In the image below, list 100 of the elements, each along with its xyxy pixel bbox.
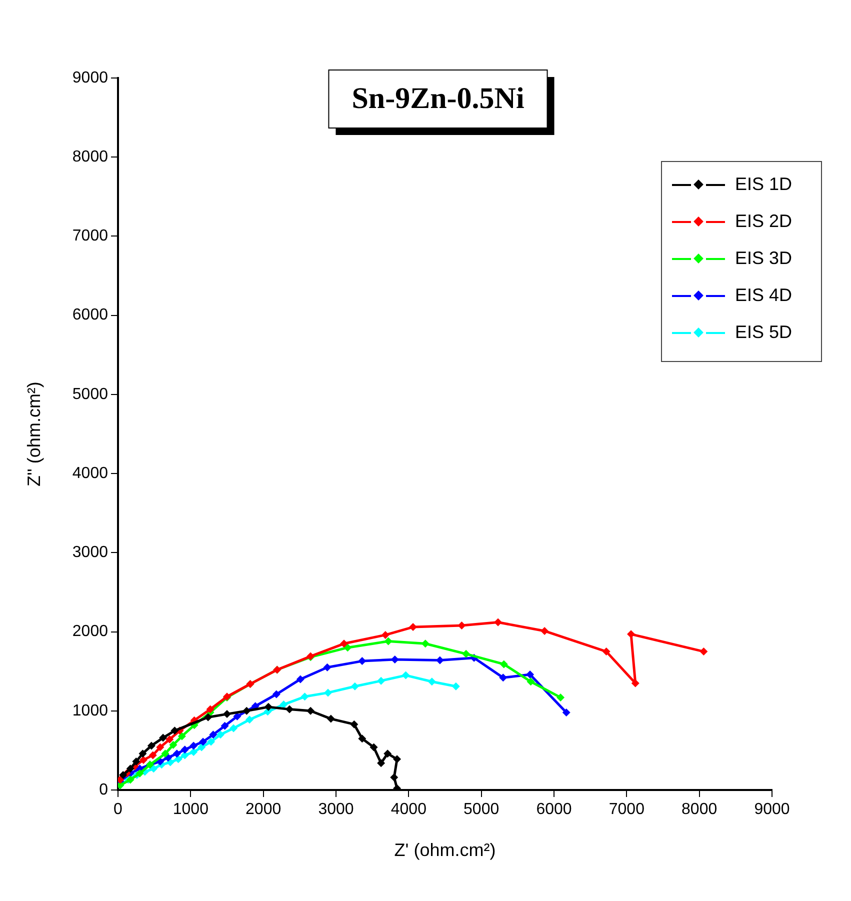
point (340, 640, 348, 648)
point (500, 660, 508, 668)
point (161, 750, 170, 758)
legend-label: EIS 3D (735, 248, 792, 269)
point (526, 678, 535, 686)
point (602, 648, 610, 656)
point (246, 716, 254, 724)
point (198, 743, 206, 752)
point (209, 730, 218, 739)
point (136, 769, 144, 778)
point (540, 626, 549, 635)
y-axis-title: Z'' (ohm.cm²) (24, 382, 44, 486)
point (156, 743, 164, 752)
x-tick-label: 7000 (608, 801, 645, 818)
point (216, 730, 224, 739)
point (190, 742, 198, 750)
legend-label: EIS 5D (735, 322, 792, 343)
point (700, 648, 708, 656)
point (174, 755, 182, 764)
point (206, 705, 214, 714)
point (436, 656, 444, 664)
x-tick-label: 3000 (318, 801, 354, 818)
x-tick-label: 9000 (754, 801, 790, 818)
point (230, 724, 238, 732)
x-tick-label: 4000 (390, 801, 427, 818)
point (324, 688, 332, 697)
point (272, 690, 280, 698)
point (627, 630, 636, 638)
point (384, 750, 392, 758)
x-tick-label: 1000 (172, 801, 209, 818)
point (126, 764, 134, 773)
y-tick-label: 9000 (72, 69, 108, 86)
point (166, 735, 174, 744)
point (159, 734, 168, 742)
point (166, 758, 174, 766)
point (296, 675, 304, 684)
point (350, 720, 358, 728)
point (499, 674, 508, 682)
point (494, 618, 502, 626)
y-tick-label: 1000 (72, 702, 108, 720)
point (421, 640, 430, 648)
point (119, 770, 128, 779)
x-tick-label: 8000 (682, 801, 718, 818)
chart-title: Sn-9Zn-0.5Ni (352, 82, 524, 115)
legend-label: EIS 2D (735, 211, 792, 232)
legend-label: EIS 4D (735, 285, 792, 306)
point (132, 758, 140, 766)
x-tick-label: 5000 (464, 801, 500, 818)
point (526, 670, 534, 678)
point (381, 630, 390, 639)
y-tick-label: 2000 (72, 623, 108, 640)
point (172, 750, 181, 758)
point (207, 738, 216, 746)
point (402, 671, 410, 680)
point (323, 663, 332, 672)
point (562, 708, 570, 716)
point (390, 773, 398, 782)
point (462, 650, 470, 658)
y-tick-label: 7000 (72, 228, 108, 245)
y-tick-label: 8000 (72, 148, 108, 166)
y-tick-label: 6000 (72, 306, 108, 324)
x-tick-label: 0 (114, 801, 123, 818)
point (138, 750, 147, 758)
point (264, 702, 272, 711)
y-tick-label: 5000 (72, 386, 108, 403)
y-tick-label: 0 (99, 781, 108, 798)
point (220, 722, 229, 730)
point (199, 738, 208, 746)
point (358, 657, 366, 666)
point (631, 679, 640, 688)
point (350, 682, 359, 690)
point (147, 742, 156, 750)
point (190, 748, 198, 756)
point (377, 676, 386, 685)
point (223, 710, 231, 718)
point (452, 682, 460, 690)
x-axis-title: Z' (ohm.cm²) (394, 840, 496, 860)
point (458, 621, 466, 630)
point (384, 637, 392, 646)
point (358, 734, 366, 743)
x-tick-label: 2000 (246, 801, 282, 818)
x-tick-label: 6000 (536, 801, 572, 818)
point (204, 713, 212, 722)
point (300, 692, 309, 701)
y-tick-label: 3000 (72, 544, 108, 562)
y-tick-label: 4000 (72, 464, 108, 482)
point (180, 746, 189, 754)
point (428, 678, 436, 686)
legend-label: EIS 1D (735, 174, 792, 195)
point (178, 732, 186, 740)
point (393, 755, 402, 764)
point (285, 705, 294, 714)
point (170, 726, 179, 735)
point (326, 714, 335, 723)
point (556, 693, 565, 702)
point (390, 655, 399, 664)
point (242, 706, 251, 715)
point (306, 706, 315, 715)
point (377, 759, 386, 768)
point (370, 743, 378, 752)
